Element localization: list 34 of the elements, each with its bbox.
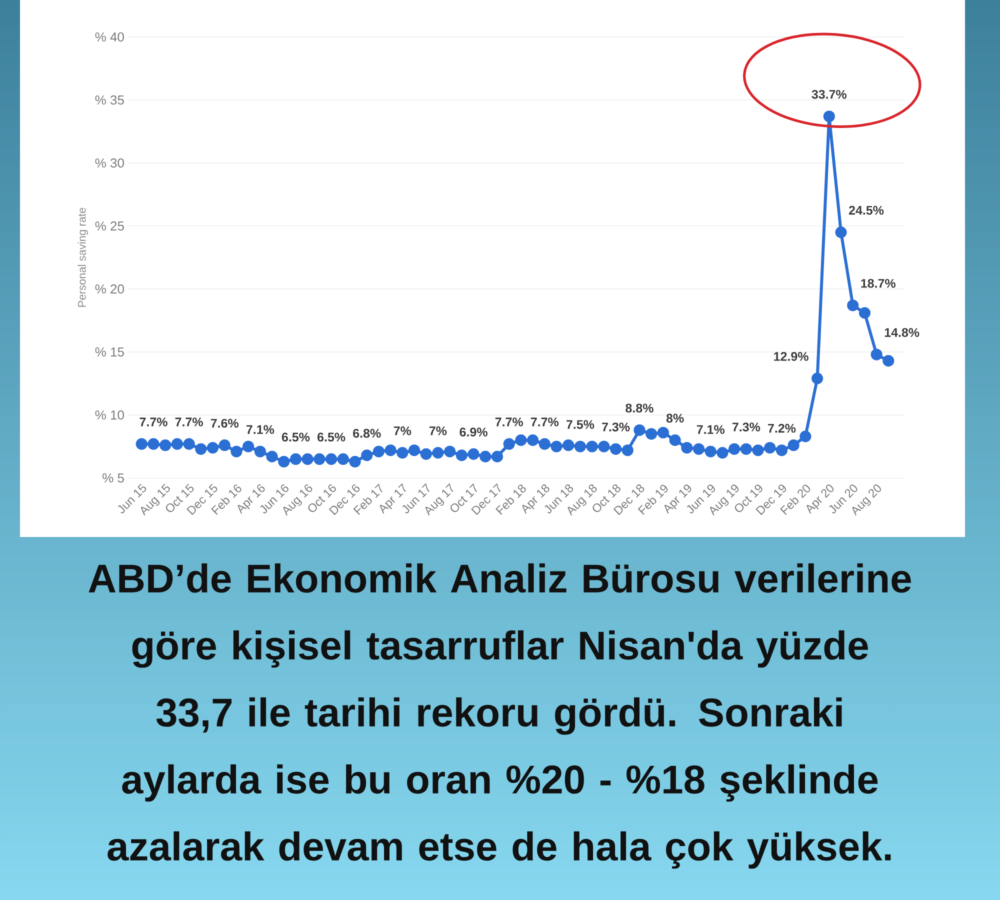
data-label: 7.3% [732, 422, 760, 432]
y-tick-label: % 25 [95, 221, 124, 231]
data-label: 7.1% [246, 425, 274, 434]
data-label: 8.8% [626, 404, 654, 413]
data-label: 7.7% [495, 418, 524, 426]
data-label: 7.5% [566, 420, 594, 429]
data-label: 7.7% [140, 418, 168, 426]
y-tick-label: % 35 [95, 95, 124, 105]
data-label: 18.7% [861, 278, 896, 288]
data-label: 6.5% [318, 432, 346, 442]
y-tick-label: % 10 [95, 410, 124, 420]
text: ABD’de Ekonomik Analiz Bürosu verilerine göre kişisel tasarruflar Nisan'da yüzde 33,7 ile tarihi rekoru gördü. Sonraki aylarda ise bu oran %20 - %18 şeklinde azalarak devam etse de hala çok yüksek. [88, 563, 911, 869]
data-label: 7.2% [768, 424, 796, 433]
y-tick-label: % 5 [102, 473, 124, 483]
y-axis-title: Personal saving rate [78, 208, 88, 307]
data-label: 12.9% [774, 352, 808, 361]
data-label: 6.9% [460, 428, 488, 436]
y-tick-label: % 40 [95, 32, 124, 42]
data-label: 7.6% [210, 418, 239, 428]
data-label: 6.5% [282, 432, 310, 442]
data-label: 7.7% [530, 418, 559, 426]
data-label: 7% [429, 426, 447, 436]
y-tick-label: % 15 [95, 347, 124, 357]
data-label: 7.1% [696, 425, 725, 434]
data-label: 14.8% [884, 328, 920, 337]
data-label: 7.7% [175, 418, 203, 426]
data-label: 7.3% [602, 422, 630, 432]
data-label: 33.7% [812, 90, 847, 99]
data-label: 8% [666, 414, 684, 423]
data-label: 6.8% [353, 428, 381, 438]
data-label: 24.5% [848, 206, 884, 215]
y-tick-label: % 30 [95, 158, 124, 168]
data-label: 7% [394, 426, 412, 436]
y-tick-label: % 20 [95, 284, 124, 294]
